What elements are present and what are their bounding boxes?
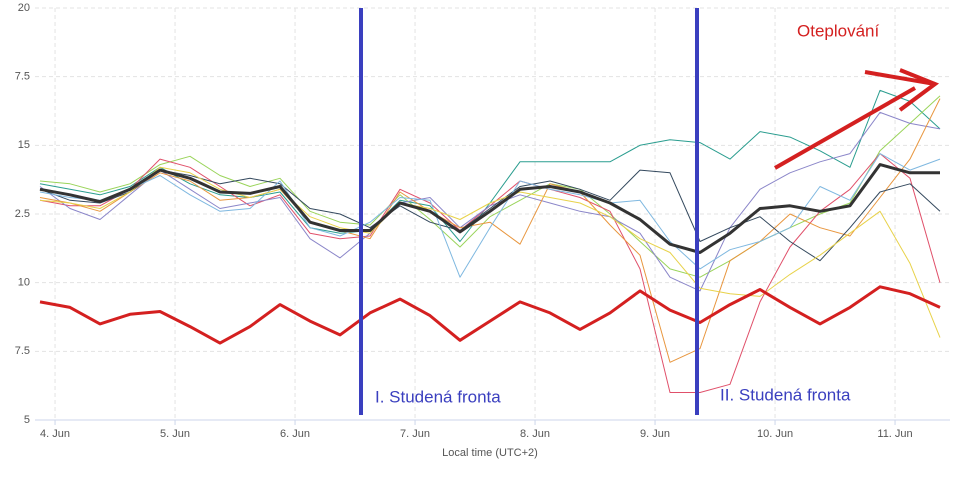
grid [35, 7, 950, 421]
x-axis-title: Local time (UTC+2) [442, 447, 538, 459]
x-tick-label: 5. Jun [160, 428, 190, 440]
series-line [39, 163, 940, 254]
series-line [39, 153, 941, 393]
y-tick-label: 5 [24, 414, 30, 426]
series-line [39, 153, 941, 278]
y-tick-label: 15 [18, 139, 30, 151]
x-tick-label: 9. Jun [640, 428, 670, 440]
series-line [39, 166, 941, 338]
x-tick-label: 6. Jun [280, 428, 310, 440]
warming-arrow [774, 68, 940, 170]
y-tick-label: 20 [18, 2, 30, 14]
series-group [39, 89, 941, 393]
series-line [39, 285, 941, 345]
y-tick-label: 7.5 [15, 345, 30, 357]
annotation: II. Studená fronta [720, 385, 851, 404]
series-line [39, 111, 941, 292]
x-tick-label: 11. Jun [877, 428, 912, 440]
x-tick-label: 10. Jun [757, 428, 793, 440]
y-tick-label: 7.5 [15, 71, 30, 83]
x-tick-label: 4. Jun [40, 428, 70, 440]
x-tick-label: 8. Jun [520, 428, 550, 440]
x-tick-label: 7. Jun [400, 428, 430, 440]
annotation: I. Studená fronta [375, 387, 501, 406]
series-line [39, 98, 941, 363]
y-tick-label: 2.5 [15, 208, 30, 220]
y-tick-label: 10 [18, 277, 30, 289]
annotation: Oteplování [797, 21, 879, 40]
series-line [39, 169, 941, 262]
